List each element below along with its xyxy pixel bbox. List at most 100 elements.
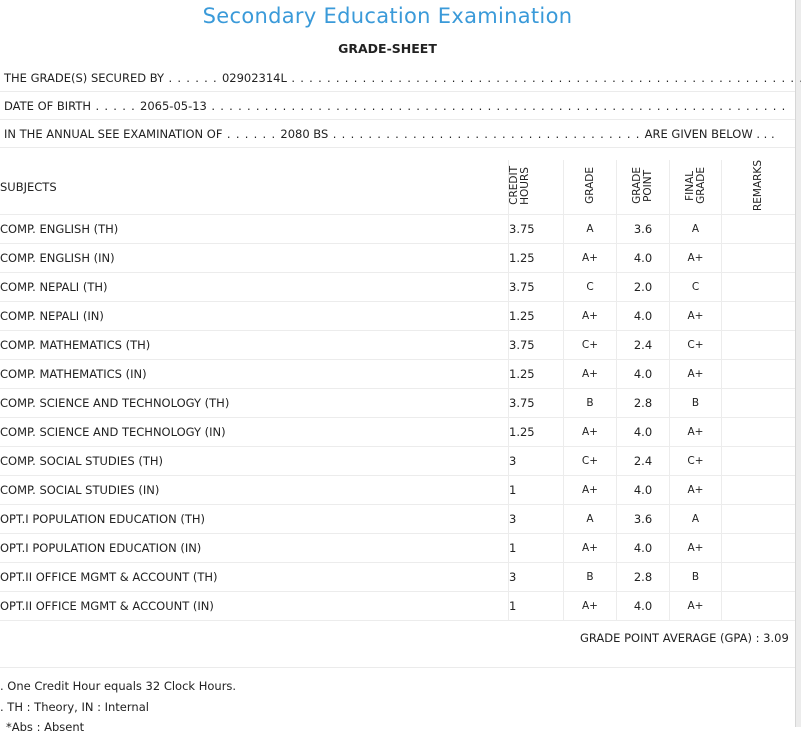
subject-cell: COMP. MATHEMATICS (TH) — [0, 330, 509, 361]
grade-point-cell: 3.6 — [616, 214, 670, 245]
page-title: Secondary Education Examination — [202, 4, 573, 28]
subject-cell: COMP. NEPALI (IN) — [0, 301, 509, 332]
remarks-cell — [721, 330, 795, 361]
grade-cell: B — [563, 562, 617, 593]
grade-cell: A+ — [563, 417, 617, 448]
credit-hours-cell: 3 — [508, 562, 564, 593]
final-grade-cell: A — [669, 214, 722, 245]
note-absent: *Abs : Absent — [6, 720, 85, 734]
credit-hours-cell: 1.25 — [508, 243, 564, 274]
grade-cell: A+ — [563, 301, 617, 332]
credit-hours-cell: 1 — [508, 591, 564, 622]
subject-cell: COMP. SCIENCE AND TECHNOLOGY (IN) — [0, 417, 509, 448]
table-row: OPT.II OFFICE MGMT & ACCOUNT (TH) 3 B 2.8 B — [0, 562, 795, 593]
grade-point-cell: 2.4 — [616, 446, 670, 477]
credit-hours-cell: 1.25 — [508, 359, 564, 390]
exam-label: IN THE ANNUAL SEE EXAMINATION OF — [4, 127, 223, 141]
grade-point-cell: 2.0 — [616, 272, 670, 303]
header-final-grade: FINAL GRADE — [669, 160, 722, 216]
credit-hours-cell: 1 — [508, 533, 564, 564]
subject-cell: COMP. SOCIAL STUDIES (TH) — [0, 446, 509, 477]
table-header-row: SUBJECTS CREDIT HOURS GRADE GRADE POINT … — [0, 160, 795, 216]
grade-cell: C — [563, 272, 617, 303]
header-grade: GRADE — [563, 160, 617, 216]
grade-cell: A+ — [563, 243, 617, 274]
grade-point-cell: 4.0 — [616, 475, 670, 506]
grades-table-body: COMP. ENGLISH (TH) 3.75 A 3.6 A COMP. ENGLISH… — [0, 214, 795, 622]
remarks-cell — [721, 214, 795, 245]
remarks-cell — [721, 562, 795, 593]
final-grade-cell: B — [669, 388, 722, 419]
final-grade-cell: A+ — [669, 359, 722, 390]
grade-point-cell: 2.4 — [616, 330, 670, 361]
final-grade-cell: C+ — [669, 330, 722, 361]
final-grade-cell: A+ — [669, 417, 722, 448]
remarks-cell — [721, 591, 795, 622]
table-row: COMP. ENGLISH (IN) 1.25 A+ 4.0 A+ — [0, 243, 795, 274]
table-row: OPT.I POPULATION EDUCATION (TH) 3 A 3.6 A — [0, 504, 795, 535]
grade-point-cell: 4.0 — [616, 301, 670, 332]
note-credit-hour: . One Credit Hour equals 32 Clock Hours. — [0, 679, 237, 693]
header-remarks: REMARKS — [721, 160, 795, 216]
credit-hours-cell: 1.25 — [508, 417, 564, 448]
grade-cell: A — [563, 504, 617, 535]
grade-cell: C+ — [563, 446, 617, 477]
credit-hours-cell: 3.75 — [508, 214, 564, 245]
grade-cell: B — [563, 388, 617, 419]
final-grade-cell: A — [669, 504, 722, 535]
exam-line: IN THE ANNUAL SEE EXAMINATION OF . . . .… — [4, 127, 775, 141]
exam-year: 2080 BS — [280, 127, 329, 141]
grade-cell: C+ — [563, 330, 617, 361]
remarks-cell — [721, 504, 795, 535]
table-row: COMP. NEPALI (IN) 1.25 A+ 4.0 A+ — [0, 301, 795, 332]
grade-cell: A+ — [563, 475, 617, 506]
divider — [0, 119, 795, 120]
header-remarks-label: REMARKS — [752, 160, 764, 212]
final-grade-cell: B — [669, 562, 722, 593]
grade-point-cell: 4.0 — [616, 243, 670, 274]
subject-cell: COMP. NEPALI (TH) — [0, 272, 509, 303]
gpa-value: 3.09 — [763, 631, 789, 645]
table-row: COMP. SOCIAL STUDIES (TH) 3 C+ 2.4 C+ — [0, 446, 795, 477]
credit-hours-cell: 3 — [508, 446, 564, 477]
subject-cell: COMP. SCIENCE AND TECHNOLOGY (TH) — [0, 388, 509, 419]
grade-point-cell: 4.0 — [616, 591, 670, 622]
subject-cell: OPT.II OFFICE MGMT & ACCOUNT (TH) — [0, 562, 509, 593]
grade-sheet-heading: GRADE-SHEET — [338, 41, 437, 56]
grade-cell: A+ — [563, 359, 617, 390]
secured-by-label: THE GRADE(S) SECURED BY — [4, 71, 165, 85]
header-credit-hours: CREDIT HOURS — [508, 160, 564, 216]
remarks-cell — [721, 359, 795, 390]
remarks-cell — [721, 446, 795, 477]
divider — [0, 91, 795, 92]
final-grade-cell: A+ — [669, 243, 722, 274]
note-theory-internal: . TH : Theory, IN : Internal — [0, 700, 149, 714]
credit-hours-cell: 3 — [508, 504, 564, 535]
table-row: COMP. SCIENCE AND TECHNOLOGY (TH) 3.75 B 2.… — [0, 388, 795, 419]
credit-hours-cell: 1 — [508, 475, 564, 506]
given-below-text: ARE GIVEN BELOW . . . — [644, 127, 775, 141]
grade-point-cell: 2.8 — [616, 388, 670, 419]
gpa-line: GRADE POINT AVERAGE (GPA) : 3.09 — [580, 631, 789, 645]
table-row: COMP. ENGLISH (TH) 3.75 A 3.6 A — [0, 214, 795, 245]
remarks-cell — [721, 475, 795, 506]
header-grade-label: GRADE — [583, 167, 596, 204]
credit-hours-cell: 3.75 — [508, 388, 564, 419]
grade-point-cell: 4.0 — [616, 533, 670, 564]
header-credit-hours-label: CREDIT HOURS — [508, 166, 531, 205]
gpa-label: GRADE POINT AVERAGE (GPA) : — [580, 631, 760, 645]
table-row: OPT.II OFFICE MGMT & ACCOUNT (IN) 1 A+ 4.0 A… — [0, 591, 795, 622]
credit-hours-cell: 3.75 — [508, 272, 564, 303]
final-grade-cell: A+ — [669, 533, 722, 564]
grade-point-cell: 2.8 — [616, 562, 670, 593]
remarks-cell — [721, 417, 795, 448]
table-row: COMP. SOCIAL STUDIES (IN) 1 A+ 4.0 A+ — [0, 475, 795, 506]
symbol-number: 02902314L — [221, 71, 287, 85]
remarks-cell — [721, 272, 795, 303]
subject-cell: OPT.II OFFICE MGMT & ACCOUNT (IN) — [0, 591, 509, 622]
subject-cell: OPT.I POPULATION EDUCATION (IN) — [0, 533, 509, 564]
subject-cell: COMP. SOCIAL STUDIES (IN) — [0, 475, 509, 506]
dob-line: DATE OF BIRTH . . . . . 2065-05-13 . . .… — [4, 99, 787, 113]
subject-cell: COMP. ENGLISH (IN) — [0, 243, 509, 274]
grade-point-cell: 3.6 — [616, 504, 670, 535]
